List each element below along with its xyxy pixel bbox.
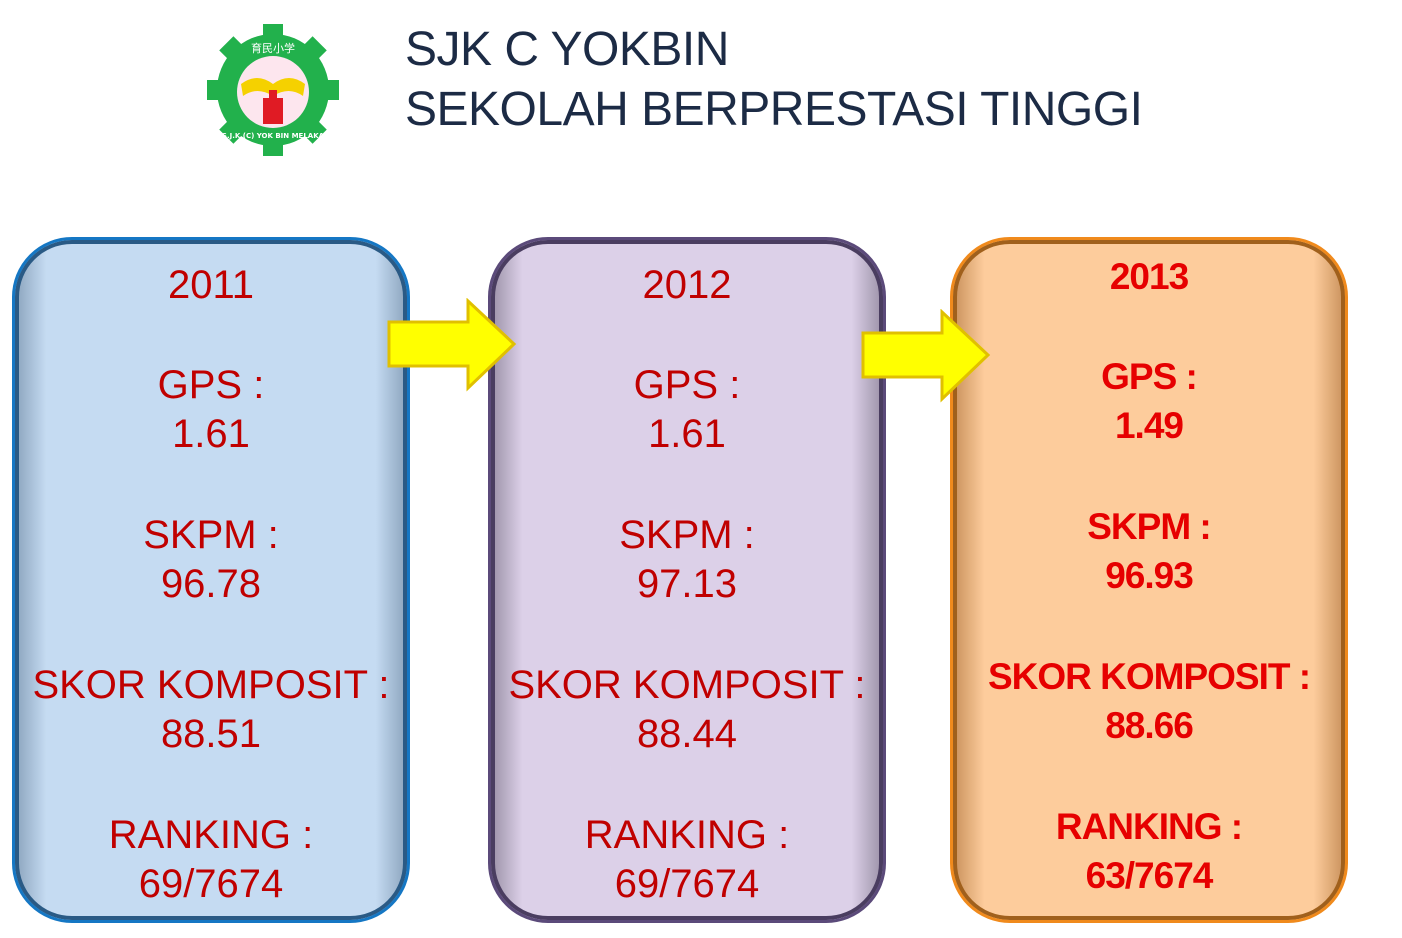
gps-value: 1.49 xyxy=(1114,405,1184,446)
ranking-value: 69/7674 xyxy=(614,862,760,906)
year-card-2011: 2011 GPS : 1.61 SKPM : 96.78 SKOR KOMPOS… xyxy=(12,237,410,923)
year-label: 2012 xyxy=(642,263,732,307)
year-card-2013: 2013 GPS : 1.49 SKPM : 96.93 SKOR KOMPOS… xyxy=(950,237,1348,923)
ranking-label: RANKING : xyxy=(1055,806,1243,847)
gps-label: GPS : xyxy=(633,363,741,407)
gps-label: GPS : xyxy=(157,363,265,407)
ranking-value: 63/7674 xyxy=(1085,855,1214,896)
ranking-label: RANKING : xyxy=(584,813,790,857)
school-subtitle: SEKOLAH BERPRESTASI TINGGI xyxy=(405,83,1143,136)
skpm-label: SKPM : xyxy=(619,513,755,557)
year-label: 2011 xyxy=(167,263,254,307)
skor-komposit-label: SKOR KOMPOSIT : xyxy=(32,663,390,707)
svg-text:S.J.K (C) YOK BIN MELAKA: S.J.K (C) YOK BIN MELAKA xyxy=(222,132,325,140)
skpm-value: 96.78 xyxy=(160,562,262,606)
skor-komposit-value: 88.51 xyxy=(160,712,262,756)
skor-komposit-value: 88.44 xyxy=(636,712,738,756)
school-logo: 育民小学 S.J.K (C) YOK BIN MELAKA xyxy=(207,24,339,156)
skor-komposit-value: 88.66 xyxy=(1105,705,1194,746)
year-card-2012: 2012 GPS : 1.61 SKPM : 97.13 SKOR KOMPOS… xyxy=(488,237,886,923)
school-name: SJK C YOKBIN xyxy=(405,23,729,76)
ranking-value: 69/7674 xyxy=(138,862,284,906)
gps-label: GPS : xyxy=(1101,356,1198,397)
skpm-value: 96.93 xyxy=(1105,555,1194,596)
skor-komposit-label: SKOR KOMPOSIT : xyxy=(508,663,866,707)
skor-komposit-label: SKOR KOMPOSIT : xyxy=(987,656,1311,697)
svg-text:育民小学: 育民小学 xyxy=(251,41,295,55)
gps-value: 1.61 xyxy=(648,412,726,456)
arrow-right-icon xyxy=(387,298,517,392)
skpm-label: SKPM : xyxy=(1087,506,1212,547)
skpm-label: SKPM : xyxy=(143,513,279,557)
skpm-value: 97.13 xyxy=(636,562,738,606)
ranking-label: RANKING : xyxy=(108,813,314,857)
arrow-right-icon xyxy=(861,309,991,403)
gps-value: 1.61 xyxy=(172,412,250,456)
year-label: 2013 xyxy=(1109,256,1189,297)
